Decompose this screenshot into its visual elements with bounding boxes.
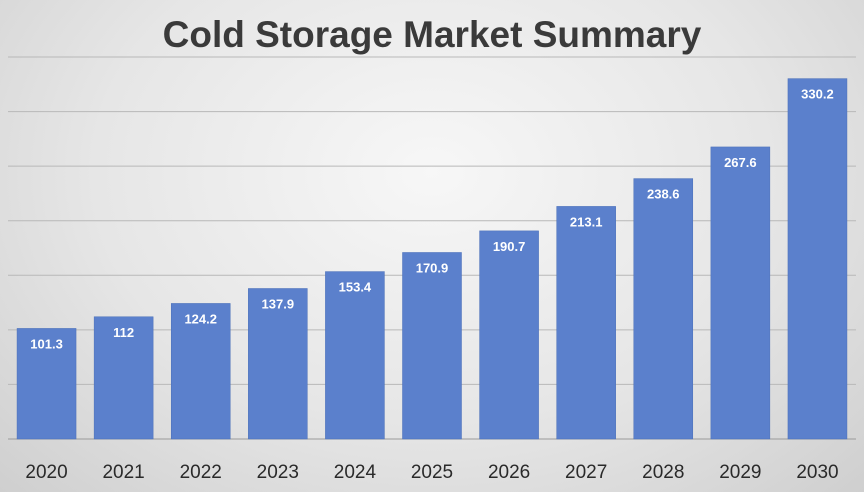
data-label-2029: 267.6 <box>724 155 757 170</box>
data-label-2024: 153.4 <box>339 280 372 295</box>
bar-2029 <box>710 146 771 440</box>
data-labels: 101.3 112 124.2 137.9 153.4 170.9 190.7 213.1 23… <box>30 87 833 352</box>
bar-2025 <box>402 252 462 440</box>
bar-2030 <box>787 78 848 440</box>
x-tick-label-2020: 2020 <box>25 462 67 483</box>
data-label-2030: 330.2 <box>801 87 834 102</box>
bar-2021 <box>93 316 154 440</box>
x-tick-label-2028: 2028 <box>642 462 684 483</box>
bar-2027 <box>556 206 616 440</box>
bars <box>16 78 848 440</box>
x-tick-label-2021: 2021 <box>102 462 144 483</box>
x-tick-label-2030: 2030 <box>796 462 838 483</box>
data-label-2021: 112 <box>113 325 134 340</box>
x-tick-label-2022: 2022 <box>180 462 222 483</box>
data-label-2023: 137.9 <box>262 296 295 311</box>
data-label-2022: 124.2 <box>184 311 217 326</box>
bar-2022 <box>170 303 231 440</box>
x-tick-label-2025: 2025 <box>411 462 453 483</box>
data-label-2026: 190.7 <box>493 239 526 254</box>
x-tick-label-2029: 2029 <box>719 462 761 483</box>
data-label-2027: 213.1 <box>570 214 603 229</box>
bar-2023 <box>248 288 308 440</box>
bar-2024 <box>325 271 385 440</box>
x-tick-labels: 2020 2021 2022 2023 2024 2025 2026 2027 2028 2029… <box>25 462 838 483</box>
x-tick-label-2023: 2023 <box>257 462 299 483</box>
x-tick-label-2027: 2027 <box>565 462 607 483</box>
bar-2028 <box>633 178 694 440</box>
data-label-2028: 238.6 <box>647 187 680 202</box>
bar-2026 <box>479 230 539 440</box>
chart-title: Cold Storage Market Summary <box>162 14 702 55</box>
data-label-2020: 101.3 <box>30 336 63 351</box>
data-label-2025: 170.9 <box>416 260 449 275</box>
bar-2020 <box>16 328 77 440</box>
x-tick-label-2026: 2026 <box>488 462 530 483</box>
x-tick-label-2024: 2024 <box>334 462 377 483</box>
